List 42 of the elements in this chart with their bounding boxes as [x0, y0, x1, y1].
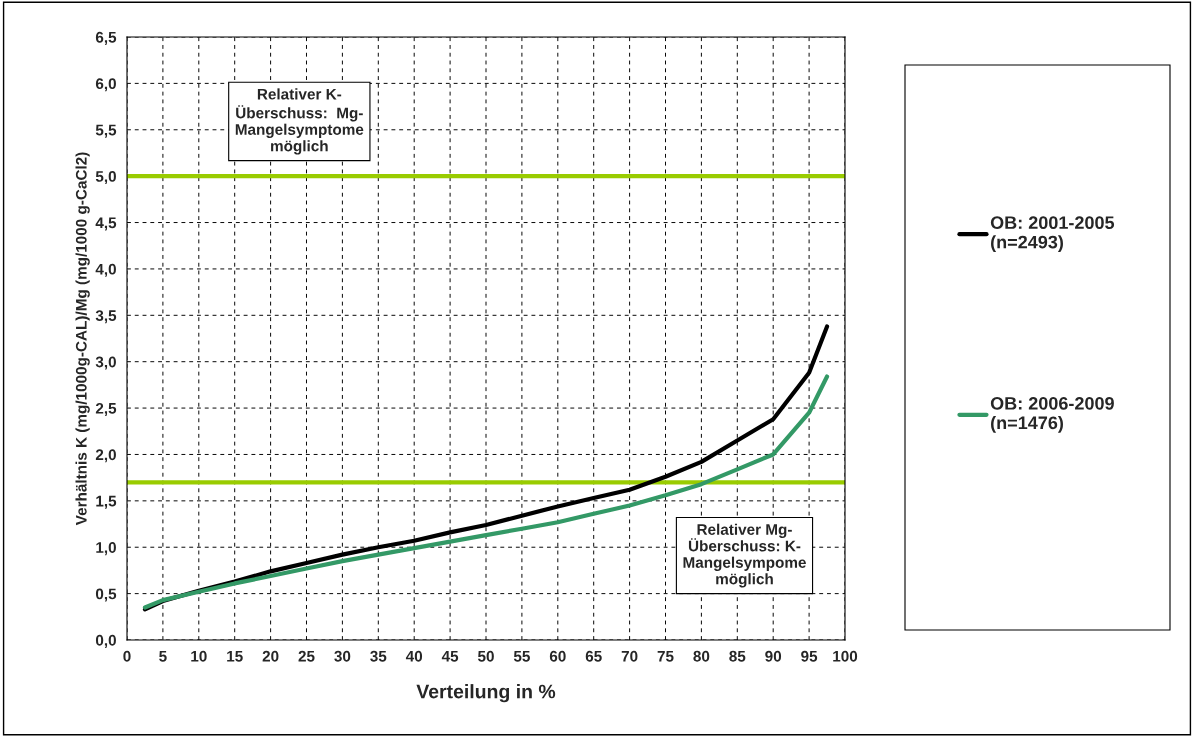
x-axis-title: Verteilung in % — [416, 684, 556, 703]
legend-label: OB: 2001-2005 (n=2493) — [990, 216, 1115, 253]
y-tick-label: 2,0 — [95, 449, 116, 463]
x-tick-label: 20 — [262, 650, 279, 662]
x-tick-label: 70 — [621, 650, 638, 662]
y-tick-label: 6,5 — [95, 31, 117, 45]
x-tick-label: 45 — [441, 650, 459, 662]
x-tick-label: 85 — [729, 650, 746, 662]
x-tick-label: 15 — [227, 650, 243, 662]
y-tick-label: 4,0 — [95, 263, 116, 277]
x-tick-label: 55 — [513, 650, 530, 662]
line-series — [142, 374, 830, 610]
x-tick-label: 50 — [477, 650, 494, 662]
x-tick-label: 25 — [298, 650, 315, 662]
y-tick-label: 0,5 — [95, 588, 117, 602]
y-tick-label: 5,0 — [95, 171, 116, 185]
x-tick-label: 40 — [405, 650, 423, 662]
y-tick-label: 0,0 — [95, 634, 116, 648]
y-tick-label: 6,0 — [95, 78, 116, 92]
legend-label: OB: 2006-2009 (n=1476) — [990, 396, 1114, 433]
x-tick-label: 0 — [123, 650, 131, 662]
x-tick-label: 90 — [765, 650, 782, 662]
y-tick-label: 3,0 — [95, 356, 116, 370]
y-axis-title: Verhältnis K (mg/1000g-CAL)/Mg (mg/1000 g-CaCl2) — [75, 152, 90, 526]
x-tick-label: 10 — [191, 650, 207, 662]
y-tick-label: 5,5 — [95, 124, 117, 138]
annotation: Relativer Mg- Überschuss: K- Mangelsympome möglich — [683, 523, 806, 588]
y-tick-label: 1,5 — [96, 495, 117, 509]
x-tick-label: 80 — [693, 650, 710, 662]
x-tick-label: 95 — [801, 650, 818, 662]
y-tick-label: 4,5 — [95, 217, 117, 231]
x-tick-label: 65 — [585, 650, 602, 662]
annotation: Relativer K- Überschuss: Mg- Mangelsymptome möglich — [235, 88, 364, 155]
y-tick-label: 3,5 — [95, 310, 117, 324]
x-tick-label: 5 — [159, 650, 167, 662]
x-tick-label: 60 — [549, 650, 566, 662]
x-tick-label: 75 — [657, 650, 674, 662]
x-tick-label: 35 — [370, 650, 387, 662]
y-tick-label: 1,0 — [96, 542, 116, 556]
y-tick-label: 2,5 — [95, 402, 117, 416]
x-tick-label: 30 — [334, 650, 351, 662]
x-tick-label: 100 — [833, 650, 858, 662]
